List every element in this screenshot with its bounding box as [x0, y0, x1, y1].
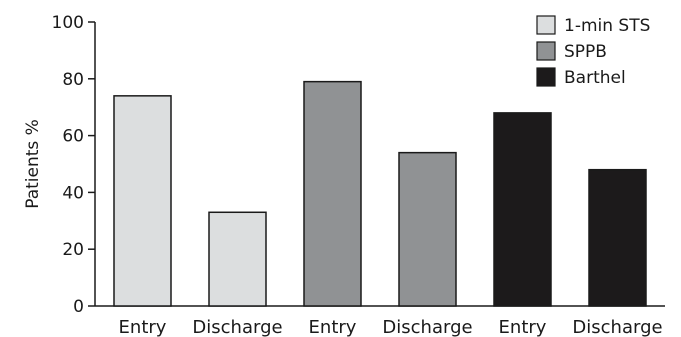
y-axis-label: Patients %: [23, 119, 43, 209]
y-tick-label: 60: [62, 127, 84, 147]
bar-sppb-discharge: [398, 151, 457, 307]
bar-sppb-entry: [303, 80, 362, 307]
legend: 1-min STS SPPB Barthel: [536, 15, 650, 88]
axes: [94, 22, 665, 307]
bar-barthel-entry: [493, 112, 552, 307]
category-label: Discharge: [382, 317, 472, 337]
category-label: Entry: [499, 317, 547, 337]
y-tick-label: 20: [62, 240, 84, 260]
bar-1-min-sts-entry: [113, 95, 172, 307]
y-tick-label: 0: [73, 297, 84, 317]
bar-barthel-discharge: [588, 168, 647, 307]
legend-label: 1-min STS: [564, 16, 650, 36]
y-ticks: 0 20 40 60 80 100: [52, 13, 95, 317]
legend-swatch: [536, 15, 556, 35]
category-label: Entry: [119, 317, 167, 337]
y-tick-label: 100: [52, 13, 84, 33]
category-label: Discharge: [192, 317, 282, 337]
legend-label: SPPB: [564, 42, 607, 62]
bars: [113, 80, 647, 307]
legend-swatch: [536, 67, 556, 87]
y-tick-label: 80: [62, 70, 84, 90]
category-labels: Entry Discharge Entry Discharge Entry Dischar…: [119, 317, 663, 337]
category-label: Discharge: [572, 317, 662, 337]
legend-swatch: [536, 41, 556, 61]
y-tick-label: 40: [62, 183, 84, 203]
category-label: Entry: [309, 317, 357, 337]
legend-label: Barthel: [564, 68, 626, 88]
bar-1-min-sts-discharge: [208, 211, 267, 307]
